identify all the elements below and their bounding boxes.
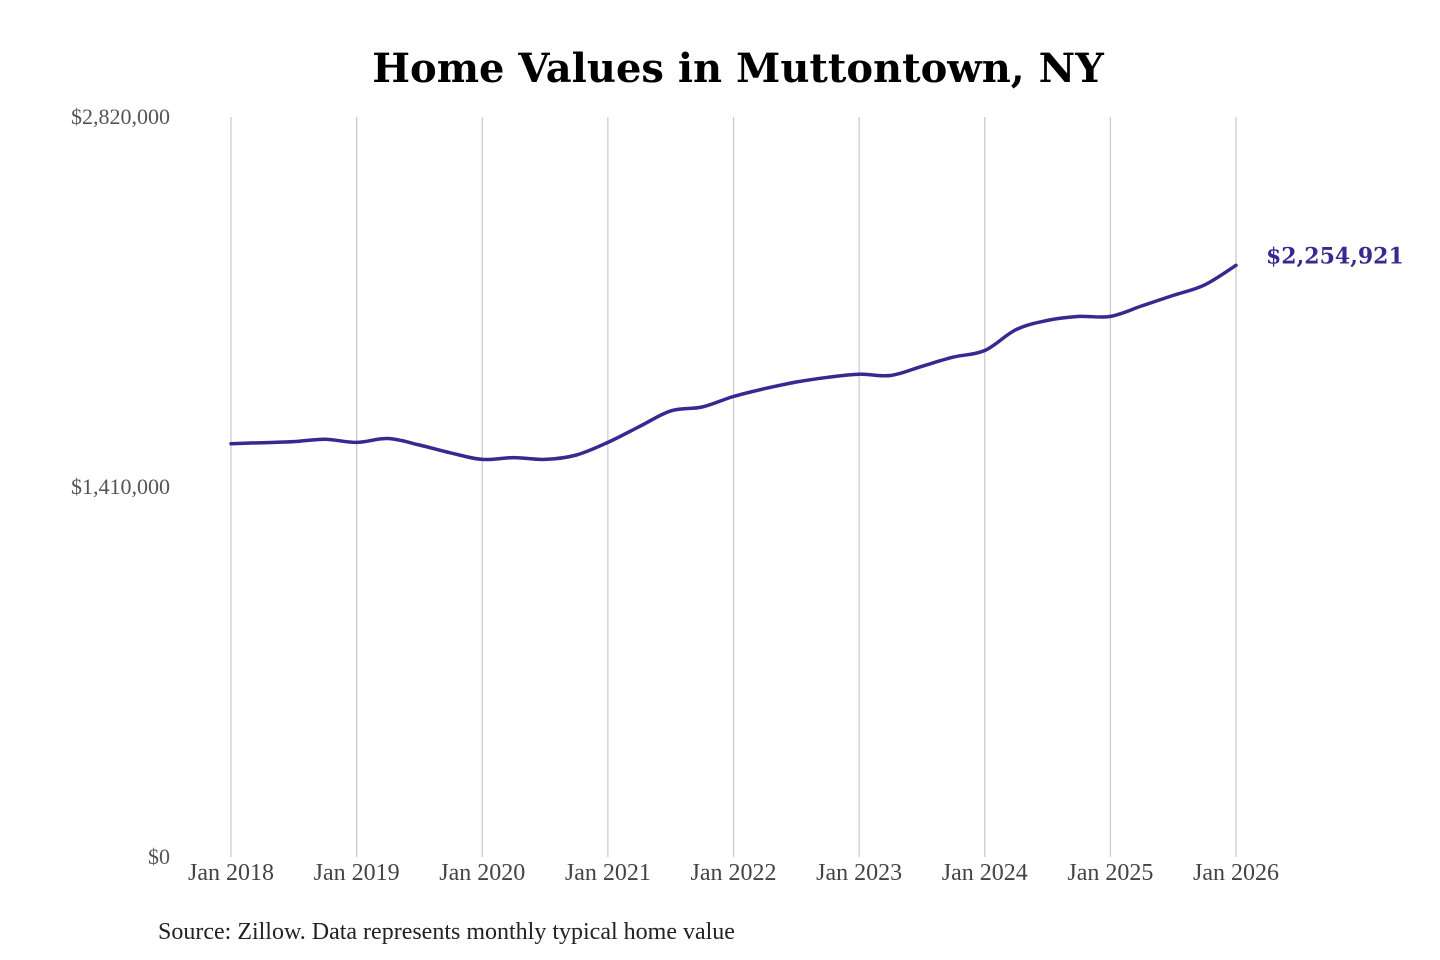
y-axis-tick-labels: $0 $1,410,000 $2,820,000 (71, 104, 170, 869)
x-tick-label: Jan 2023 (816, 860, 902, 886)
x-tick-label: Jan 2020 (439, 860, 525, 886)
chart-title: Home Values in Muttontown, NY (372, 45, 1104, 92)
vertical-gridlines (230, 117, 1237, 857)
x-tick-label: Jan 2018 (188, 860, 274, 886)
x-tick-label: Jan 2021 (565, 860, 651, 886)
end-value-label: $2,254,921 (1266, 243, 1404, 269)
x-tick-label: Jan 2022 (691, 860, 777, 886)
x-tick-label: Jan 2026 (1193, 860, 1279, 886)
series-layer (229, 263, 1238, 462)
y-tick-label: $2,820,000 (71, 104, 170, 129)
source-note: Source: Zillow. Data represents monthly … (158, 919, 735, 945)
x-tick-label: Jan 2024 (942, 860, 1028, 886)
y-tick-label: $1,410,000 (71, 474, 170, 499)
y-tick-label: $0 (148, 844, 170, 869)
x-tick-label: Jan 2019 (314, 860, 400, 886)
x-tick-label: Jan 2025 (1067, 860, 1153, 886)
x-axis-tick-labels: Jan 2018 Jan 2019 Jan 2020 Jan 2021 Jan 2022… (188, 860, 1279, 886)
